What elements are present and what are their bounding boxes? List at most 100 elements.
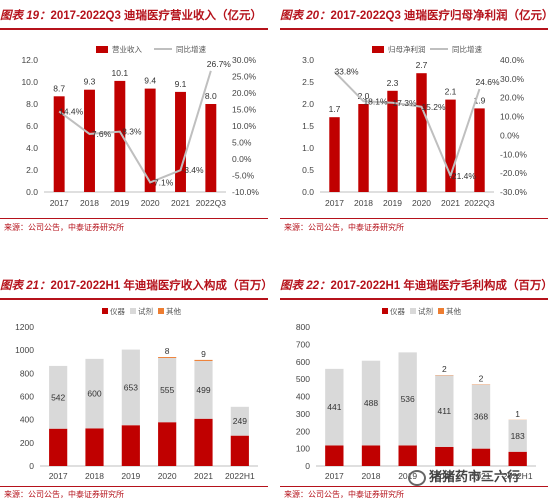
x-tick-label: 2017 — [49, 471, 68, 481]
y-left-tick-label: 6.0 — [26, 121, 38, 131]
legend-label: 其他 — [166, 306, 181, 316]
x-tick-label: 2020 — [141, 198, 160, 208]
bar — [358, 104, 369, 192]
bar — [416, 73, 427, 192]
chart-title: 图表 21：2017-2022H1 年迪瑞医疗收入构成（百万） — [0, 278, 273, 295]
growth-value-label: 8.3% — [122, 127, 142, 137]
legend-label: 其他 — [446, 306, 461, 316]
y-right-tick-label: -30.0% — [500, 187, 527, 197]
chart-title: 图表 22：2017-2022H1 年迪瑞医疗毛利构成（百万） — [280, 278, 550, 295]
source-note: 来源：公司公告，中泰证券研究所 — [4, 223, 124, 232]
y-right-tick-label: 5.0% — [232, 138, 252, 148]
panel-revenue: 图表 19：2017-2022Q3 迪瑞医疗营业收入（亿元） 12.0 10.0 8… — [0, 0, 274, 250]
x-tick-label: 2021 — [194, 471, 213, 481]
bar-value-label: 8.0 — [205, 91, 217, 101]
x-tick-label: 2017 — [50, 198, 69, 208]
bar-value-label: 2.0 — [358, 91, 370, 101]
other-value-label: 2 — [479, 373, 484, 383]
title-underline — [280, 298, 548, 300]
y-right-tick-label: 0.0% — [500, 130, 520, 140]
growth-value-label: -7.1% — [151, 177, 174, 187]
legend-swatch — [158, 308, 164, 314]
growth-line — [333, 70, 481, 179]
legend-swatch-bar — [372, 46, 384, 53]
y-tick-label: 0 — [305, 461, 310, 471]
bar-instrument — [435, 446, 454, 466]
other-value-label: 2 — [442, 364, 447, 374]
bar — [329, 117, 340, 192]
reagent-value-label: 536 — [401, 394, 415, 404]
y-right-tick-label: -10.0% — [232, 187, 259, 197]
x-tick-label: 2018 — [80, 198, 99, 208]
legend-label: 仪器 — [390, 307, 405, 316]
y-right-tick-label: 0.0% — [232, 154, 252, 164]
legend-label: 营业收入 — [112, 44, 142, 54]
bar-reagent — [398, 352, 417, 446]
chart-title-prefix: 图表 20： — [280, 10, 331, 22]
reagent-value-label: 542 — [51, 392, 65, 402]
y-right-tick-label: 15.0% — [232, 105, 257, 115]
y-tick-label: 400 — [296, 392, 310, 402]
x-tick-label: 2019 — [398, 471, 417, 481]
bar-instrument — [158, 422, 177, 466]
bar-instrument — [230, 435, 249, 466]
y-left-tick-label: 0.0 — [302, 187, 314, 197]
reagent-value-label: 249 — [233, 416, 247, 426]
bar-instrument — [508, 451, 527, 466]
bar-instrument — [361, 445, 381, 466]
legend-swatch-bar — [96, 46, 108, 53]
source-divider — [280, 486, 548, 487]
y-right-tick-label: -20.0% — [500, 168, 527, 178]
growth-value-label: 33.8% — [334, 67, 359, 77]
reagent-value-label: 653 — [124, 382, 138, 392]
bar — [205, 104, 217, 192]
y-left-tick-label: 1.5 — [302, 121, 314, 131]
title-underline — [0, 28, 268, 30]
bar — [53, 96, 65, 192]
y-tick-label: 1200 — [15, 322, 34, 332]
legend-swatch — [410, 308, 416, 314]
y-right-tick-label: 10.0% — [500, 112, 525, 122]
x-tick-label: 2022Q3 — [196, 198, 227, 208]
y-left-tick-label: 1.0 — [302, 143, 314, 153]
source-divider — [280, 218, 548, 219]
growth-value-label: -3.4% — [181, 165, 204, 175]
x-tick-label: 2017 — [325, 198, 344, 208]
chart-title-text: 2017-2022Q3 迪瑞医疗营业收入（亿元） — [50, 10, 263, 22]
growth-value-label: 18.1% — [363, 96, 388, 106]
title-underline — [280, 28, 548, 30]
y-left-tick-label: 2.5 — [302, 77, 314, 87]
x-tick-label: 2021 — [441, 198, 460, 208]
legend-label: 同比增速 — [452, 44, 482, 54]
x-tick-label: 2019 — [110, 198, 129, 208]
bar-value-label: 2.7 — [416, 60, 428, 70]
bar-other — [194, 359, 213, 361]
bar-value-label: 10.1 — [112, 68, 129, 78]
bar-reagent — [158, 357, 177, 423]
reagent-value-label: 183 — [511, 431, 525, 441]
chart-title-prefix: 图表 22： — [280, 280, 331, 292]
bar-instrument — [398, 445, 417, 466]
y-right-tick-label: 20.0% — [500, 93, 525, 103]
legend-label: 仪器 — [110, 307, 125, 316]
bar-reagent — [121, 349, 140, 426]
x-tick-label: 2021 — [171, 198, 190, 208]
bar-reagent — [361, 360, 381, 446]
bar-value-label: 9.1 — [175, 79, 187, 89]
source-note: 来源：公司公告，中泰证券研究所 — [284, 223, 404, 232]
growth-value-label: -21.4% — [449, 171, 476, 181]
y-tick-label: 800 — [20, 368, 34, 378]
y-right-tick-label: 25.0% — [232, 72, 257, 82]
bar-value-label: 2.1 — [445, 87, 457, 97]
chart-title-text: 2017-2022Q3 迪瑞医疗归母净利润（亿元） — [330, 10, 550, 22]
title-underline — [0, 298, 268, 300]
chart-title-text: 2017-2022H1 年迪瑞医疗毛利构成（百万） — [330, 280, 550, 292]
bar — [144, 88, 156, 192]
bar-instrument — [471, 448, 491, 466]
bar-reagent — [508, 419, 527, 452]
y-tick-label: 100 — [296, 444, 310, 454]
y-tick-label: 200 — [296, 426, 310, 436]
source-note: 来源：公司公告，中泰证券研究所 — [284, 490, 404, 499]
x-tick-label: 2019 — [383, 198, 402, 208]
x-tick-label: 2017 — [325, 471, 344, 481]
